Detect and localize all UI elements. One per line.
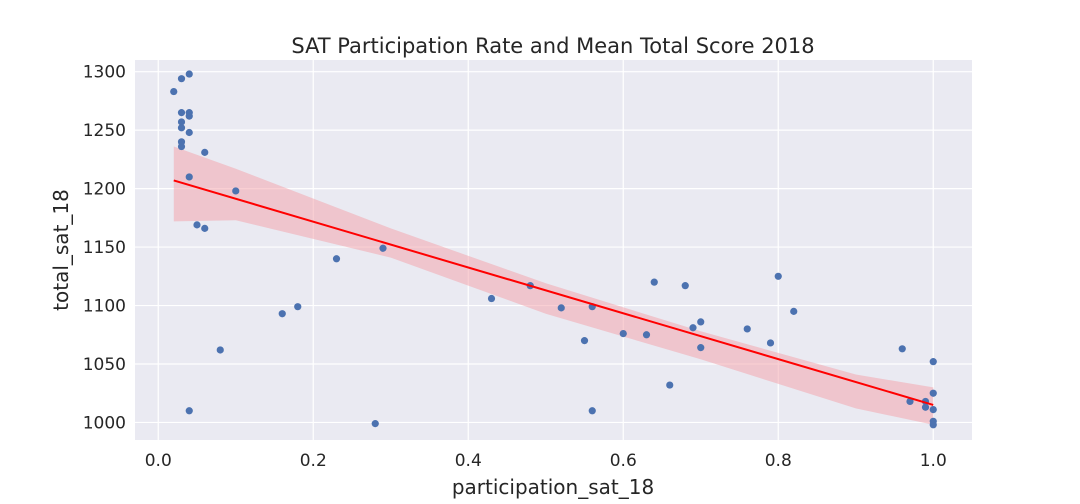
regression-line [173, 179, 934, 406]
data-point [232, 187, 240, 195]
x-tick-label: 1.0 [920, 451, 947, 471]
y-tick-label: 1000 [83, 413, 126, 433]
data-point [929, 358, 937, 366]
data-point [185, 112, 193, 120]
y-tick-label: 1200 [83, 180, 126, 200]
x-axis-label: participation_sat_18 [452, 475, 654, 499]
x-tick-labels: 0.0 0.2 0.4 0.6 0.8 1.0 [145, 451, 947, 471]
data-point [177, 75, 186, 83]
grid [135, 60, 972, 440]
data-point [697, 318, 705, 326]
data-point [201, 224, 209, 232]
y-axis-label: total_sat_18 [49, 189, 73, 311]
data-point [177, 109, 186, 117]
data-points [170, 70, 937, 429]
data-point [557, 304, 565, 312]
y-tick-label: 1250 [83, 121, 126, 141]
x-tick-label: 0.0 [145, 451, 172, 471]
x-tick-label: 0.2 [300, 451, 327, 471]
data-point [170, 87, 178, 96]
data-point [193, 221, 201, 229]
data-point [185, 173, 193, 181]
data-point [929, 406, 937, 414]
data-point [774, 272, 782, 280]
y-tick-label: 1100 [83, 297, 126, 317]
data-point [681, 282, 689, 290]
data-point [332, 255, 341, 263]
data-point [185, 407, 193, 415]
data-point [487, 294, 496, 303]
data-point [921, 403, 930, 411]
data-point [588, 407, 596, 415]
data-point [379, 244, 387, 252]
data-point [371, 420, 379, 428]
y-tick-label: 1050 [83, 355, 126, 375]
data-point [697, 344, 705, 352]
data-point [689, 324, 697, 332]
data-point [177, 124, 186, 132]
data-point [185, 128, 193, 137]
data-point [580, 337, 589, 345]
confidence-band [173, 146, 934, 425]
data-point [766, 339, 775, 347]
chart-title: SAT Participation Rate and Mean Total Sc… [291, 34, 814, 58]
data-point [177, 118, 186, 126]
data-point [929, 421, 937, 429]
data-point [898, 345, 906, 353]
data-point [278, 310, 286, 318]
y-tick-labels: 1000 1050 1100 1150 1200 1250 1300 [83, 63, 126, 434]
data-point [650, 278, 658, 286]
y-tick-label: 1150 [83, 238, 126, 258]
x-tick-label: 0.8 [765, 451, 792, 471]
x-tick-label: 0.6 [610, 451, 637, 471]
data-point [294, 303, 302, 311]
data-point [216, 346, 224, 354]
data-point [201, 148, 209, 156]
data-point [619, 330, 627, 338]
data-point [929, 389, 937, 397]
data-point [642, 331, 651, 339]
data-point [790, 307, 798, 315]
x-tick-label: 0.4 [455, 451, 482, 471]
data-point [177, 142, 186, 151]
y-tick-label: 1300 [83, 63, 126, 83]
data-point [666, 381, 674, 389]
data-point [743, 325, 751, 333]
data-point [185, 70, 193, 78]
